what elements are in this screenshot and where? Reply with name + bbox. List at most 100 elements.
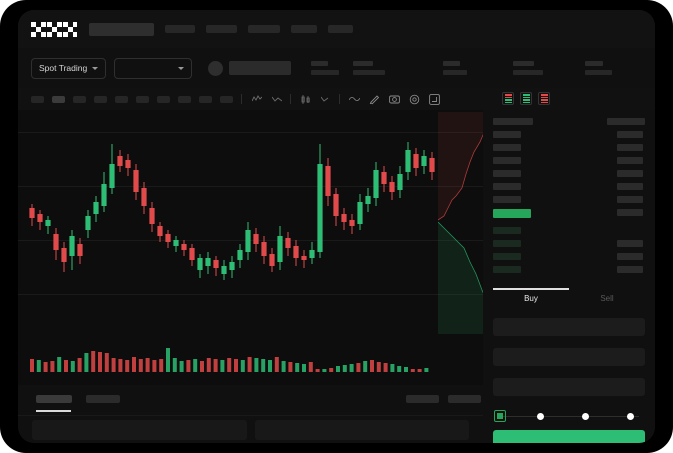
order-price-field[interactable] (493, 318, 645, 336)
ticker-stat-3 (443, 61, 468, 75)
volume-series (30, 348, 429, 372)
chart-gridline (18, 294, 483, 295)
orderbook-spread-row[interactable] (493, 209, 531, 218)
bottom-panel-2[interactable] (254, 420, 469, 440)
orderbook-size-cell (617, 183, 643, 190)
nav-item-4[interactable] (291, 25, 317, 33)
orderbook-row[interactable] (493, 144, 521, 151)
bottom-panel-1[interactable] (32, 420, 247, 440)
orders-action-1[interactable] (406, 395, 439, 403)
bottom-panels (18, 420, 483, 443)
order-amount-field[interactable] (493, 348, 645, 366)
toolbar-divider (241, 94, 242, 104)
ticker-bar: Spot Trading (18, 48, 655, 88)
ticker-stat-1 (311, 61, 340, 75)
timeframe-button-6[interactable] (136, 95, 149, 103)
tab-sell[interactable]: Sell (600, 294, 614, 303)
candlestick-icon[interactable] (300, 94, 311, 105)
market-type-selector[interactable]: Spot Trading (31, 57, 107, 79)
pair-name (229, 61, 292, 75)
line-chart-icon[interactable] (251, 94, 262, 105)
orderbook-row[interactable] (493, 240, 521, 247)
orderbook-row[interactable] (493, 266, 521, 273)
stepper-handle-current[interactable] (494, 410, 506, 422)
nav-item-2[interactable] (206, 25, 237, 33)
orderbook-mode-bids[interactable] (520, 92, 532, 105)
chart-gridline (18, 132, 483, 133)
nav-item-1[interactable] (165, 25, 195, 33)
submit-order-button[interactable] (493, 430, 645, 443)
amount-percentage-stepper[interactable] (493, 410, 645, 422)
orderbook-row[interactable] (493, 227, 521, 234)
orders-tab-2[interactable] (86, 395, 120, 403)
nav-item-5[interactable] (328, 25, 353, 33)
timeframe-button-8[interactable] (178, 95, 191, 103)
stepper-track (499, 415, 639, 417)
orderbook-size-cell (617, 209, 643, 216)
toolbar-divider (339, 94, 340, 104)
orders-tab-1[interactable] (36, 395, 72, 403)
trading-pair-selector[interactable] (114, 57, 193, 79)
orders-tab-active-underline (36, 410, 71, 412)
orderbook-row[interactable] (493, 183, 521, 190)
top-navigation-bar (18, 10, 655, 48)
orderbook-mode-asks[interactable] (538, 92, 550, 105)
ticker-stat-4 (513, 61, 544, 75)
settings-gear-icon[interactable] (409, 94, 420, 105)
orderbook-size-cell (617, 157, 643, 164)
ticker-stat-5 (585, 61, 613, 75)
indicator-icon[interactable] (320, 94, 331, 105)
timeframe-button-3[interactable] (73, 95, 86, 103)
timeframe-button-1[interactable] (31, 95, 44, 103)
candlestick-series (29, 142, 435, 280)
price-chart-panel[interactable] (18, 110, 496, 385)
orderbook-display-modes (502, 92, 550, 105)
stepper-dot-3[interactable] (582, 412, 589, 420)
orderbook-size-header (607, 118, 645, 125)
orderbook-header-row (493, 118, 533, 125)
nav-item-3[interactable] (248, 25, 280, 33)
pencil-icon[interactable] (369, 94, 380, 105)
timeframe-button-10[interactable] (220, 95, 233, 103)
timeframe-button-9[interactable] (199, 95, 212, 103)
wave-icon[interactable] (349, 94, 360, 105)
orderbook-size-cell (617, 196, 643, 203)
buy-tab-active-underline (493, 288, 569, 290)
orderbook-size-cell (617, 131, 643, 138)
chart-toolbar (18, 88, 655, 110)
order-total-field[interactable] (493, 378, 645, 396)
ticker-stat-2 (353, 61, 386, 75)
order-book[interactable] (483, 112, 655, 282)
bar-chart-icon[interactable] (271, 94, 282, 105)
toolbar-divider (290, 94, 291, 104)
stepper-dot-4[interactable] (627, 412, 634, 420)
timeframe-button-5[interactable] (115, 95, 128, 103)
orders-action-2[interactable] (448, 395, 481, 403)
orderbook-size-cell (617, 144, 643, 151)
orderbook-size-cell (617, 266, 643, 273)
orders-tab-bar (18, 385, 483, 420)
timeframe-button-4[interactable] (94, 95, 107, 103)
orderbook-row[interactable] (493, 157, 521, 164)
orderbook-mode-both[interactable] (502, 92, 514, 105)
chevron-down-icon (178, 66, 185, 70)
orders-tab-divider (18, 415, 483, 416)
orderbook-row[interactable] (493, 253, 521, 260)
orderbook-size-cell (617, 240, 643, 247)
search-input[interactable] (89, 22, 154, 36)
timeframe-button-2[interactable] (52, 95, 65, 103)
orderbook-row[interactable] (493, 131, 521, 138)
fullscreen-icon[interactable] (429, 93, 440, 105)
timeframe-button-7[interactable] (157, 95, 170, 103)
chevron-down-icon (92, 66, 99, 70)
buy-sell-tabs: Buy Sell (493, 288, 645, 310)
tab-buy[interactable]: Buy (524, 294, 538, 303)
orderbook-size-cell (617, 170, 643, 177)
camera-icon[interactable] (389, 94, 400, 105)
okx-logo[interactable] (31, 21, 77, 37)
orderbook-row[interactable] (493, 170, 521, 177)
stepper-dot-2[interactable] (537, 412, 544, 420)
orderbook-row[interactable] (493, 196, 521, 203)
trade-sidebar: Buy Sell (483, 110, 655, 443)
